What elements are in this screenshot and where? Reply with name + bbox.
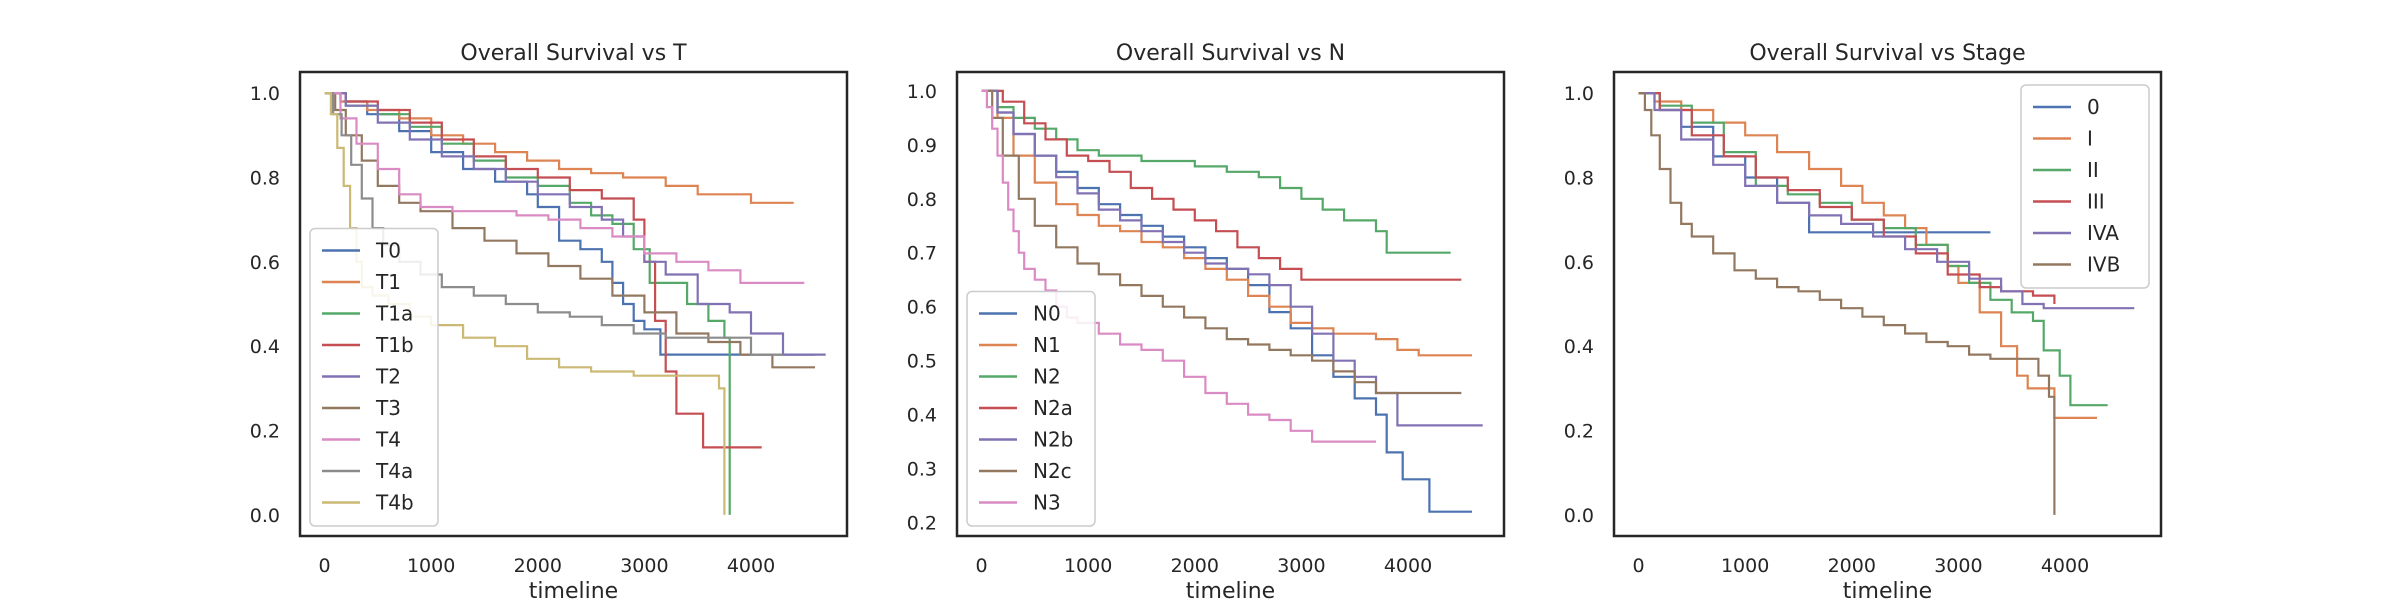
y-tick-label: 0.2 bbox=[250, 421, 280, 443]
y-tick-label: 1.0 bbox=[250, 83, 280, 105]
y-tick-label: 0.6 bbox=[1564, 252, 1594, 274]
x-tick-label: 3000 bbox=[1277, 555, 1325, 577]
axes-frame bbox=[298, 70, 849, 538]
survival-curve-ivb bbox=[1638, 92, 2056, 515]
x-tick-label: 1000 bbox=[1064, 555, 1112, 577]
survival-curve-t4 bbox=[324, 92, 805, 284]
survival-curve-t2 bbox=[324, 92, 826, 356]
survival-curve-iva bbox=[1638, 92, 2135, 310]
y-tick-label: 0.4 bbox=[907, 405, 937, 427]
survival-curve-t4a bbox=[324, 92, 783, 356]
legend-label: N2 bbox=[1033, 365, 1061, 389]
y-tick-label: 0.2 bbox=[1564, 421, 1594, 443]
legend-label: T4a bbox=[375, 459, 413, 483]
survival-curve-t3 bbox=[324, 92, 815, 369]
legend-label: IVA bbox=[2087, 221, 2119, 245]
x-axis-label: timeline bbox=[529, 579, 618, 600]
survival-curve-n2b bbox=[981, 89, 1483, 427]
x-tick-label: 2000 bbox=[514, 555, 562, 577]
legend-label: II bbox=[2087, 158, 2099, 182]
axes-frame bbox=[955, 70, 1506, 538]
survival-curve-n2c bbox=[981, 89, 1462, 395]
chart-panel-2: Overall Survival vs N timeline 0 1000 2000 30… bbox=[907, 41, 1506, 600]
x-tick-label: 4000 bbox=[727, 555, 775, 577]
legend-label: T4b bbox=[375, 491, 414, 515]
x-tick-label: 2000 bbox=[1828, 555, 1876, 577]
legend-label: 0 bbox=[2087, 95, 2100, 119]
survival-curve-t1b bbox=[324, 92, 762, 449]
x-tick-label: 4000 bbox=[2041, 555, 2089, 577]
x-tick-label: 1000 bbox=[1721, 555, 1769, 577]
legend: T0 T1 T1a T1b T2 T3 T4 T4a T4b bbox=[309, 227, 439, 527]
y-tick-label: 0.8 bbox=[1564, 167, 1594, 189]
legend-label: I bbox=[2087, 127, 2093, 151]
legend-label: T3 bbox=[375, 396, 401, 420]
axes-frame bbox=[1612, 70, 2163, 538]
legend-label: T4 bbox=[375, 428, 401, 452]
legend-label: T0 bbox=[375, 239, 401, 263]
legend-label: T2 bbox=[375, 365, 401, 389]
survival-curve-n2a bbox=[981, 89, 1462, 281]
survival-curve-t0 bbox=[324, 92, 815, 356]
legend-box bbox=[309, 227, 439, 527]
x-axis-label: timeline bbox=[1186, 579, 1275, 600]
x-tick-label: 4000 bbox=[1384, 555, 1432, 577]
legend-box bbox=[966, 290, 1096, 527]
legend-label: N3 bbox=[1033, 491, 1061, 515]
x-tick-label: 0 bbox=[975, 555, 987, 577]
legend-label: N1 bbox=[1033, 333, 1061, 357]
y-tick-label: 0.4 bbox=[250, 336, 280, 358]
y-tick-label: 0.9 bbox=[907, 135, 937, 157]
x-tick-label: 2000 bbox=[1171, 555, 1219, 577]
legend-label: N2c bbox=[1033, 459, 1072, 483]
legend-label: N2a bbox=[1033, 396, 1073, 420]
chart-title: Overall Survival vs Stage bbox=[1749, 41, 2025, 66]
y-tick-label: 0.6 bbox=[250, 252, 280, 274]
survival-curve-n2 bbox=[981, 89, 1451, 254]
legend-label: N2b bbox=[1033, 428, 1073, 452]
legend: N0 N1 N2 N2a N2b N2c N3 bbox=[966, 290, 1096, 527]
x-tick-label: 1000 bbox=[407, 555, 455, 577]
legend-label: IVB bbox=[2087, 253, 2120, 277]
y-tick-label: 0.3 bbox=[907, 459, 937, 481]
y-tick-label: 1.0 bbox=[1564, 83, 1594, 105]
legend-label: T1a bbox=[375, 302, 413, 326]
series-group bbox=[1638, 92, 2135, 515]
y-tick-label: 1.0 bbox=[907, 81, 937, 103]
x-tick-label: 0 bbox=[1632, 555, 1644, 577]
chart-panel-1: Overall Survival vs T timeline 0 1000 2000 30… bbox=[250, 41, 849, 600]
survival-curve-iii bbox=[1638, 92, 2056, 304]
y-tick-label: 0.8 bbox=[907, 189, 937, 211]
y-tick-label: 0.0 bbox=[1564, 505, 1594, 527]
chart-title: Overall Survival vs N bbox=[1116, 41, 1345, 66]
y-tick-label: 0.7 bbox=[907, 243, 937, 265]
y-tick-label: 0.4 bbox=[1564, 336, 1594, 358]
legend-label: T1 bbox=[375, 270, 401, 294]
legend-label: T1b bbox=[375, 333, 414, 357]
legend-label: III bbox=[2087, 190, 2105, 214]
x-axis-label: timeline bbox=[1843, 579, 1932, 600]
legend-box bbox=[2020, 84, 2150, 289]
y-tick-label: 0.0 bbox=[250, 505, 280, 527]
y-tick-label: 0.5 bbox=[907, 351, 937, 373]
legend-label: N0 bbox=[1033, 302, 1061, 326]
x-tick-label: 0 bbox=[318, 555, 330, 577]
x-tick-label: 3000 bbox=[1934, 555, 1982, 577]
chart-panel-3: Overall Survival vs Stage timeline 0 1000 20… bbox=[1564, 41, 2163, 600]
x-tick-label: 3000 bbox=[620, 555, 668, 577]
chart-title: Overall Survival vs T bbox=[460, 41, 687, 66]
y-tick-label: 0.2 bbox=[907, 513, 937, 535]
y-tick-label: 0.6 bbox=[907, 297, 937, 319]
y-tick-label: 0.8 bbox=[250, 167, 280, 189]
